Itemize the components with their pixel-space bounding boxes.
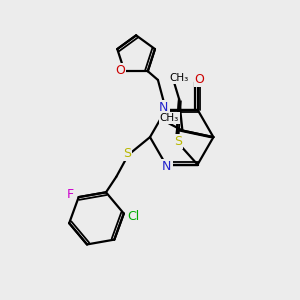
Text: N: N	[159, 101, 169, 114]
Text: S: S	[174, 134, 182, 148]
Text: S: S	[123, 148, 131, 160]
Text: CH₃: CH₃	[160, 113, 179, 123]
Text: F: F	[67, 188, 74, 201]
Text: O: O	[195, 74, 205, 86]
Text: O: O	[116, 64, 125, 77]
Text: CH₃: CH₃	[169, 73, 188, 83]
Text: Cl: Cl	[128, 210, 140, 223]
Text: N: N	[162, 160, 172, 173]
